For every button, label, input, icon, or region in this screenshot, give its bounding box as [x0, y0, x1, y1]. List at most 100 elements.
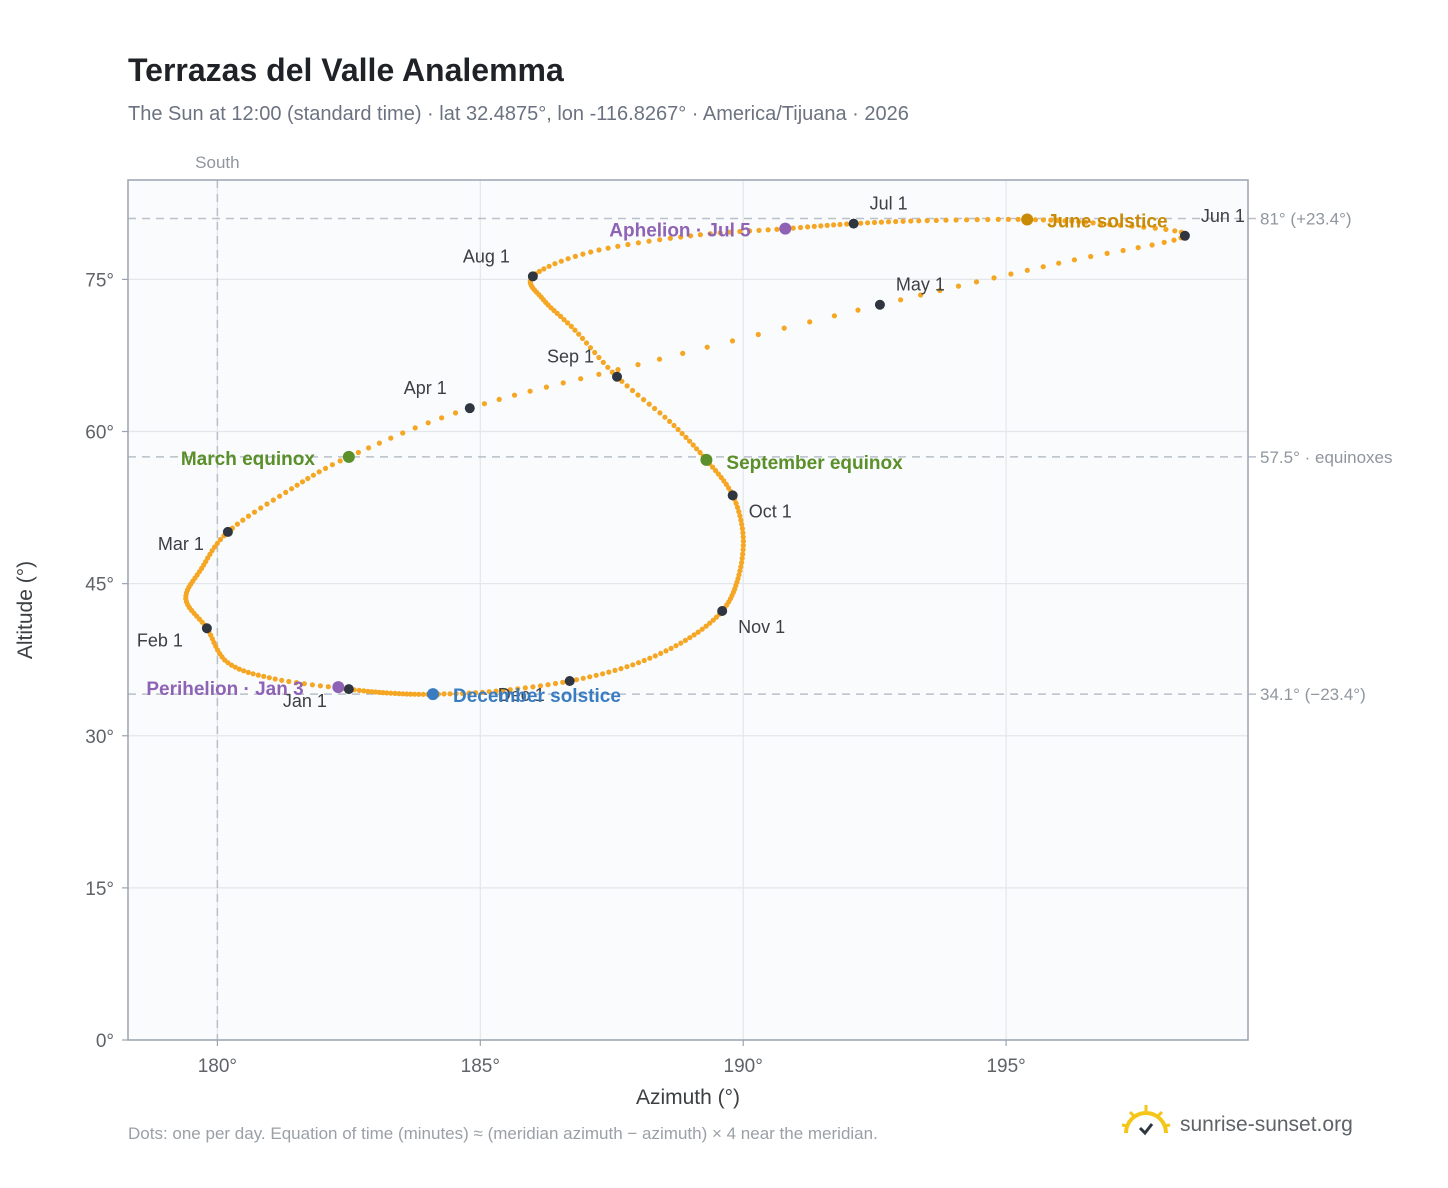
daily-sun-dot — [811, 223, 817, 229]
daily-sun-dot — [264, 501, 270, 507]
daily-sun-dot — [593, 672, 599, 678]
daily-sun-dot — [214, 540, 220, 546]
daily-sun-dot — [943, 217, 949, 223]
daily-sun-dot — [578, 376, 584, 382]
daily-sun-dot — [400, 430, 406, 436]
daily-sun-dot — [729, 338, 736, 344]
daily-sun-dot — [1129, 223, 1135, 229]
daily-sun-dot — [496, 396, 502, 402]
event-label: Perihelion · Jan 3 — [146, 679, 303, 700]
x-tick-label: 190° — [724, 1056, 763, 1077]
month-marker-label: Jan 1 — [283, 691, 327, 711]
daily-sun-dot — [738, 517, 744, 523]
reference-line-label: 34.1° (−23.4°) — [1260, 685, 1366, 704]
y-tick-label: 30° — [85, 727, 114, 748]
daily-sun-dot — [1015, 216, 1021, 222]
daily-sun-dot — [740, 538, 747, 544]
daily-sun-dot — [1172, 228, 1178, 234]
daily-sun-dot — [572, 327, 578, 333]
month-marker — [201, 623, 212, 634]
event-label: Aphelion · Jul 5 — [609, 221, 751, 242]
daily-sun-dot — [678, 640, 684, 646]
daily-sun-dot — [279, 677, 285, 683]
month-marker-label: Mar 1 — [158, 534, 204, 554]
y-tick-label: 60° — [85, 423, 114, 444]
daily-sun-dot — [797, 224, 804, 231]
daily-sun-dot — [416, 691, 422, 697]
reference-line-label: 57.5° · equinoxes — [1260, 448, 1393, 467]
daily-sun-dot — [466, 690, 472, 696]
daily-sun-dot — [858, 220, 864, 226]
daily-sun-dot — [541, 266, 547, 272]
daily-sun-dot — [592, 349, 598, 356]
daily-sun-dot — [380, 690, 386, 696]
daily-sun-dot — [473, 690, 479, 696]
daily-sun-dot — [365, 688, 371, 694]
daily-sun-dot — [805, 224, 811, 230]
month-marker — [222, 526, 233, 537]
daily-sun-dot — [236, 666, 242, 672]
daily-sun-dot — [678, 234, 684, 240]
daily-sun-dot — [673, 643, 679, 649]
daily-sun-dot — [646, 401, 652, 407]
daily-sun-dot — [703, 623, 709, 629]
daily-sun-dot — [240, 517, 246, 523]
brand[interactable]: sunrise-sunset.org — [1120, 1100, 1353, 1150]
daily-sun-dot — [554, 310, 560, 316]
daily-sun-dot — [277, 493, 283, 499]
month-marker — [874, 299, 885, 310]
month-markers: Jan 1 Feb 1 Mar 1 Apr 1 May 1 Jun 1 Jul 1 Aug 1… — [137, 194, 1245, 711]
event-marker — [779, 222, 792, 235]
daily-sun-dot — [558, 313, 564, 319]
daily-sun-dot — [667, 235, 673, 241]
daily-sun-dot — [234, 521, 240, 527]
daily-sun-dot — [737, 513, 743, 519]
event-marker — [426, 688, 439, 701]
daily-sun-dot — [995, 216, 1001, 222]
event-marker — [1021, 213, 1034, 226]
daily-sun-dot — [283, 489, 289, 495]
daily-sun-dot — [404, 691, 410, 697]
daily-sun-dot — [697, 449, 703, 456]
daily-sun-dot — [704, 344, 710, 350]
daily-sun-dot — [1152, 225, 1158, 231]
daily-sun-dot — [325, 684, 331, 690]
daily-sun-dot — [844, 221, 850, 227]
daily-sun-dot — [251, 509, 258, 515]
daily-sun-dot — [737, 568, 743, 574]
event-marker — [332, 681, 345, 694]
daily-sun-dot — [255, 672, 261, 678]
daily-sun-dot — [641, 397, 647, 403]
daily-sun-dot — [740, 542, 746, 549]
daily-sun-dot — [831, 222, 837, 228]
daily-sun-dot — [392, 690, 398, 697]
daily-sun-dot — [481, 401, 487, 407]
daily-sun-dot — [408, 691, 414, 697]
event-markers: March equinox September equinox June solst… — [146, 212, 1167, 708]
event-marker — [700, 453, 713, 466]
month-marker — [343, 684, 354, 695]
daily-sun-dot — [675, 426, 681, 433]
daily-sun-dot — [1076, 219, 1082, 225]
daily-sun-dot — [561, 317, 567, 323]
daily-sun-dot — [373, 689, 379, 695]
month-marker-label: Aug 1 — [463, 246, 510, 266]
daily-sun-dot — [1107, 221, 1113, 227]
daily-sun-dot — [710, 617, 716, 623]
meridian-label: South — [195, 153, 239, 172]
daily-sun-dot — [900, 218, 906, 224]
month-marker-label: Jun 1 — [1201, 206, 1245, 226]
daily-sun-dot — [1024, 267, 1030, 273]
daily-sun-dot — [1149, 242, 1155, 248]
month-marker — [848, 218, 859, 229]
daily-sun-dot — [865, 220, 871, 226]
reference-lines: 81° (+23.4°) 57.5° · equinoxes 34.1° (−23.… — [128, 153, 1393, 1040]
daily-sun-dot — [261, 673, 267, 680]
daily-sun-dot — [322, 465, 329, 471]
daily-sun-dot — [232, 664, 238, 670]
daily-sun-dot — [361, 688, 367, 694]
daily-sun-dot — [596, 371, 602, 377]
daily-sun-dot — [560, 380, 566, 386]
daily-sun-dot — [807, 319, 813, 325]
daily-sun-dot — [1069, 218, 1075, 224]
